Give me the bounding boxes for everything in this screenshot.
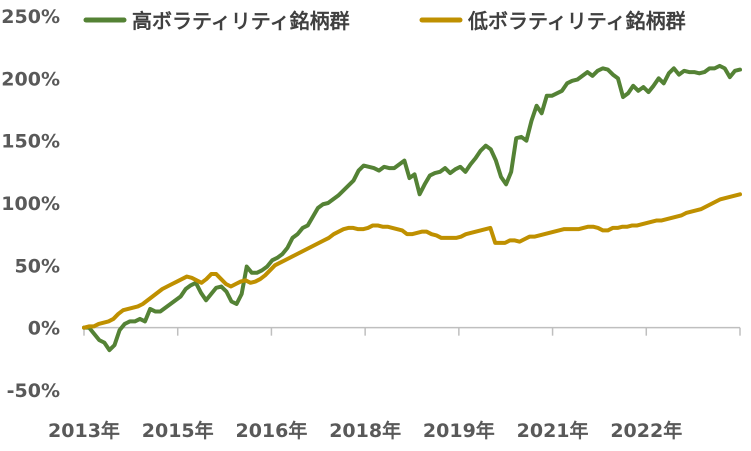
y-tick-label: 50%	[15, 255, 60, 277]
x-tick-label: 2013年	[48, 419, 120, 442]
y-tick-label: 150%	[1, 131, 60, 153]
y-tick-label: 250%	[1, 6, 60, 28]
x-tick-label: 2016年	[235, 419, 307, 442]
y-tick-label: 200%	[1, 68, 60, 90]
series-line-1	[82, 63, 742, 353]
x-tick-label: 2019年	[423, 419, 495, 442]
x-tick-label: 2015年	[142, 419, 214, 442]
y-tick-label: -50%	[7, 380, 60, 402]
x-axis-ticks: 2013年 2015年 2016年 2018年 2019年 2021年 2022年	[48, 327, 741, 442]
y-tick-label: 0%	[28, 318, 60, 340]
legend-label: 高ボラティリティ銘柄群	[132, 9, 350, 33]
legend-label: 低ボラティリティ銘柄群	[467, 9, 686, 33]
x-tick-label: 2018年	[329, 419, 401, 442]
y-axis-ticks: -50% 0% 50% 100% 150% 200% 250%	[1, 6, 60, 402]
x-tick-label: 2021年	[517, 419, 589, 442]
x-tick-label: 2022年	[610, 419, 682, 442]
legend: 高ボラティリティ銘柄群 低ボラティリティ銘柄群	[83, 9, 686, 33]
series-layer	[82, 63, 742, 353]
series-line-2	[82, 192, 742, 330]
y-tick-label: 100%	[1, 193, 60, 215]
